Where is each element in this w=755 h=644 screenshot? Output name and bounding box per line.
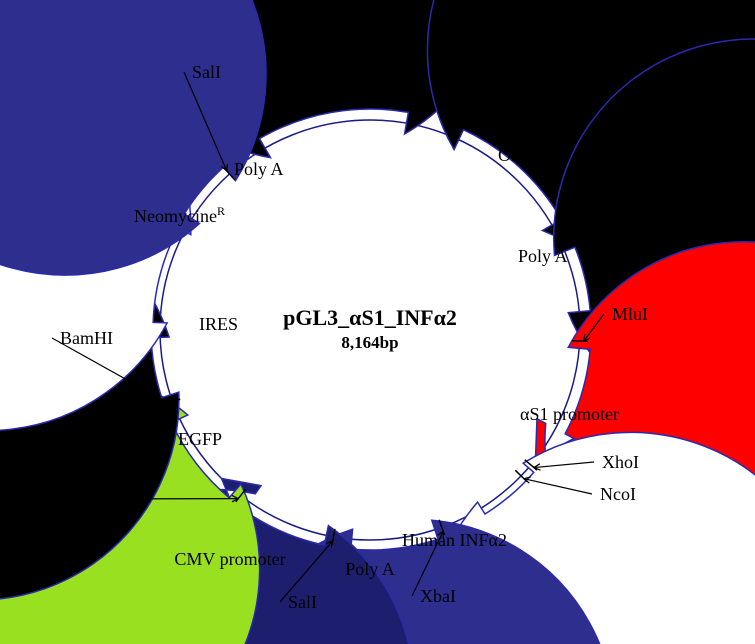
label-Ori: Ori (498, 145, 522, 165)
label-site-MluI: MluI (612, 304, 648, 324)
label-PolyA_bottom: Poly A (345, 559, 395, 579)
label-NeomycineR: NeomycineR (134, 204, 225, 226)
plasmid-map: AmpROriPoly AαS1 promoterHuman INFα2Poly… (0, 0, 755, 644)
label-IRES: IRES (199, 314, 238, 334)
label-CMV_promoter: CMV promoter (174, 549, 285, 569)
feature-PolyA_left (0, 0, 266, 275)
label-PolyA_left: Poly A (234, 159, 284, 179)
label-HumanINFa2: Human INFα2 (402, 530, 507, 550)
label-site-BamHI: BamHI (60, 328, 113, 348)
label-aS1_promoter: αS1 promoter (520, 404, 619, 424)
label-site-SalI_top: SalI (192, 62, 221, 82)
plasmid-size: 8,164bp (341, 333, 398, 352)
label-EGFP: EGFP (178, 429, 222, 449)
label-PolyA_right: Poly A (518, 246, 568, 266)
label-site-NcoI: NcoI (600, 484, 636, 504)
plasmid-title: pGL3_αS1_INFα2 (283, 305, 457, 330)
label-site-XbaI: XbaI (420, 586, 456, 606)
label-site-SalI_bot: SalI (288, 592, 317, 612)
label-site-EocRV: EocRV (88, 489, 140, 509)
label-site-XhoI: XhoI (602, 452, 639, 472)
